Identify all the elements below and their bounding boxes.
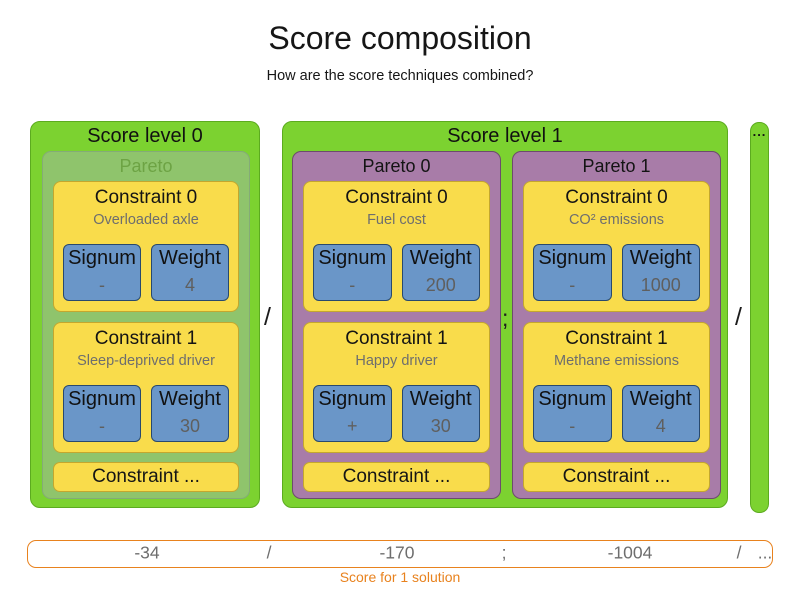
pareto-box-0: Pareto 0 Constraint 0 Fuel cost Signum -…: [292, 151, 501, 499]
signum-box: Signum -: [313, 244, 392, 301]
separator-level-1-more: /: [735, 303, 742, 331]
weight-value: 1000: [640, 275, 681, 295]
weight-label: Weight: [409, 247, 472, 269]
weight-label: Weight: [409, 388, 472, 410]
constraint-subtitle: Overloaded axle: [93, 212, 199, 228]
constraint-chip-row: Signum - Weight 200: [313, 244, 480, 301]
weight-box: Weight 200: [401, 244, 480, 301]
constraint-chip-row: Signum - Weight 30: [63, 385, 229, 442]
score-bar-caption: Score for 1 solution: [339, 569, 461, 585]
score-level-1: Score level 1 Pareto 0 Constraint 0 Fuel…: [282, 121, 728, 508]
score-value-pareto0: -170: [379, 542, 415, 563]
weight-box: Weight 1000: [621, 244, 700, 301]
constraint-title: Constraint 0: [345, 187, 448, 208]
weight-value: 4: [184, 275, 195, 295]
weight-value: 200: [425, 275, 456, 295]
weight-value: 30: [179, 416, 201, 436]
constraint-title: Constraint 1: [345, 328, 448, 349]
constraint-card: Constraint 1 Methane emissions Signum - …: [523, 322, 710, 453]
constraint-title: Constraint 1: [94, 328, 198, 349]
constraint-card: Constraint 1 Sleep-deprived driver Signu…: [53, 322, 239, 453]
score-level-1-label: Score level 1: [447, 125, 563, 147]
constraint-chip-row: Signum + Weight 30: [313, 385, 480, 442]
weight-label: Weight: [629, 247, 692, 269]
signum-label: Signum: [68, 247, 136, 269]
constraint-subtitle: Sleep-deprived driver: [77, 353, 215, 369]
weight-value: 30: [430, 416, 451, 436]
constraint-title: Constraint 0: [94, 187, 198, 208]
weight-box: Weight 30: [151, 385, 229, 442]
score-bar: -34 / -170 ; -1004 / ...: [27, 540, 773, 568]
score-ellipsis: ...: [757, 542, 773, 563]
signum-label: Signum: [538, 247, 607, 269]
constraint-chip-row: Signum - Weight 4: [533, 385, 700, 442]
constraint-more-card: Constraint ...: [523, 462, 710, 492]
signum-value: -: [99, 275, 105, 295]
signum-value: -: [99, 416, 105, 436]
constraint-card: Constraint 0 CO² emissions Signum - Weig…: [523, 181, 710, 312]
weight-box: Weight 30: [401, 385, 480, 442]
weight-label: Weight: [159, 388, 221, 410]
more-levels-bar: ...: [750, 122, 769, 513]
separator-pareto-0-1: ;: [502, 305, 509, 331]
constraint-more-card: Constraint ...: [53, 462, 239, 492]
score-value-level0: -34: [134, 542, 160, 563]
constraint-title: Constraint 0: [565, 187, 668, 208]
pareto-label: Pareto 0: [362, 156, 431, 176]
signum-box: Signum -: [63, 385, 141, 442]
pareto-box-1: Pareto 1 Constraint 0 CO² emissions Sign…: [512, 151, 721, 499]
weight-label: Weight: [629, 388, 692, 410]
signum-box: Signum +: [313, 385, 392, 442]
score-level-0: Score level 0 Pareto Constraint 0 Overlo…: [30, 121, 260, 508]
page-subtitle: How are the score techniques combined?: [266, 68, 534, 84]
constraint-card: Constraint 0 Overloaded axle Signum - We…: [53, 181, 239, 312]
signum-value: +: [346, 416, 358, 436]
score-value-pareto1: -1004: [607, 542, 653, 563]
weight-label: Weight: [159, 247, 221, 269]
signum-box: Signum -: [63, 244, 141, 301]
constraint-chip-row: Signum - Weight 4: [63, 244, 229, 301]
score-separator: /: [736, 542, 742, 563]
weight-box: Weight 4: [621, 385, 700, 442]
signum-label: Signum: [318, 388, 387, 410]
signum-label: Signum: [538, 388, 607, 410]
signum-box: Signum -: [533, 385, 612, 442]
constraint-subtitle: Fuel cost: [367, 212, 426, 228]
constraint-title: Constraint 1: [565, 328, 668, 349]
signum-label: Signum: [68, 388, 136, 410]
constraint-card: Constraint 0 Fuel cost Signum - Weight 2…: [303, 181, 490, 312]
signum-box: Signum -: [533, 244, 612, 301]
constraint-more-card: Constraint ...: [303, 462, 490, 492]
weight-box: Weight 4: [151, 244, 229, 301]
signum-value: -: [349, 275, 356, 295]
signum-label: Signum: [318, 247, 387, 269]
constraint-card: Constraint 1 Happy driver Signum + Weigh…: [303, 322, 490, 453]
pareto-label: Pareto 1: [582, 156, 651, 176]
constraint-subtitle: Happy driver: [355, 353, 438, 369]
constraint-subtitle: CO² emissions: [568, 212, 665, 228]
score-separator: ;: [501, 542, 507, 563]
score-separator: /: [266, 542, 272, 563]
constraint-subtitle: Methane emissions: [554, 353, 679, 369]
weight-value: 4: [655, 416, 666, 436]
signum-value: -: [569, 416, 576, 436]
separator-level-0-1: /: [264, 303, 271, 331]
pareto-label: Pareto: [119, 156, 173, 176]
constraint-chip-row: Signum - Weight 1000: [533, 244, 700, 301]
signum-value: -: [569, 275, 576, 295]
pareto-box-level0: Pareto Constraint 0 Overloaded axle Sign…: [42, 151, 250, 499]
score-level-0-label: Score level 0: [87, 125, 203, 147]
page-title: Score composition: [268, 20, 532, 56]
